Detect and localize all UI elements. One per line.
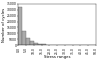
Bar <box>30 41 34 45</box>
Bar <box>42 44 46 45</box>
Bar <box>18 7 22 45</box>
Bar <box>22 31 26 45</box>
Y-axis label: Number of cycles: Number of cycles <box>2 7 6 42</box>
Bar <box>26 38 30 45</box>
X-axis label: Stress ranges: Stress ranges <box>44 55 70 59</box>
Bar <box>34 43 38 45</box>
Bar <box>38 44 42 45</box>
